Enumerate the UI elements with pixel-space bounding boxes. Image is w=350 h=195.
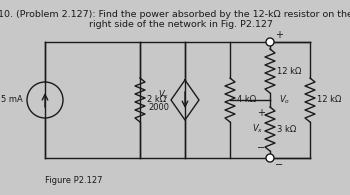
Text: 3 kΩ: 3 kΩ [277, 124, 296, 134]
Text: 2 kΩ: 2 kΩ [147, 96, 166, 105]
Text: +: + [257, 108, 265, 118]
Text: right side of the network in Fig. P2.127: right side of the network in Fig. P2.127 [77, 20, 273, 29]
Text: $V_x$: $V_x$ [252, 123, 263, 135]
Text: 10. (Problem 2.127): Find the power absorbed by the 12-kΩ resistor on the: 10. (Problem 2.127): Find the power abso… [0, 10, 350, 19]
Circle shape [266, 38, 274, 46]
Text: $V_o$: $V_o$ [279, 94, 290, 106]
Circle shape [266, 154, 274, 162]
Text: 12 kΩ: 12 kΩ [317, 96, 341, 105]
Text: 4 kΩ: 4 kΩ [237, 96, 256, 105]
Text: 2000: 2000 [148, 103, 169, 112]
Text: +: + [275, 30, 283, 40]
Text: 12 kΩ: 12 kΩ [277, 66, 301, 75]
Text: −: − [257, 143, 265, 153]
Text: −: − [275, 160, 283, 170]
Text: Figure P2.127: Figure P2.127 [45, 176, 103, 185]
Text: 5 mA: 5 mA [1, 96, 23, 105]
Text: $V_x$: $V_x$ [158, 89, 169, 101]
